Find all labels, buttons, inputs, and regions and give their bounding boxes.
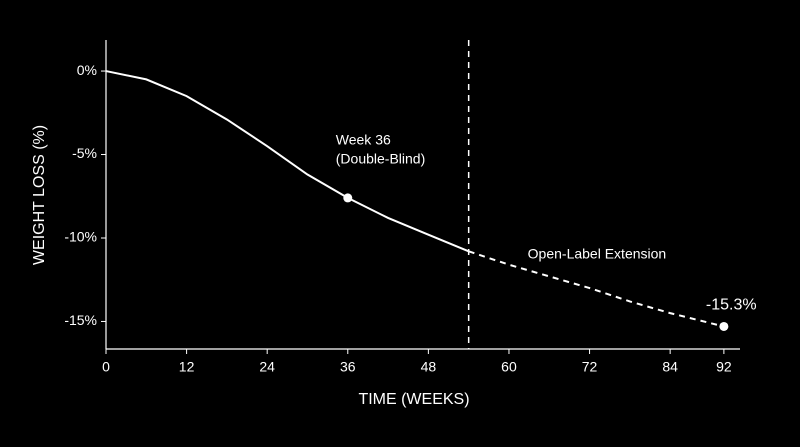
x-tick-label: 92 [716,359,732,375]
x-axis-title: TIME (WEEKS) [358,391,469,408]
x-tick-label: 12 [179,359,195,375]
point-label: -15.3% [706,297,757,314]
x-tick-label: 84 [662,359,678,375]
phase-label: Open-Label Extension [528,245,667,261]
highlight-point [719,321,729,331]
x-tick-label: 24 [259,359,275,375]
line-series [105,70,470,253]
y-tick-label: -5% [72,145,97,161]
line-series [468,250,725,328]
y-tick-label: -15% [64,312,97,328]
point-label: (Double-Blind) [336,151,425,167]
x-tick-label: 72 [582,359,598,375]
x-tick-label: 48 [421,359,437,375]
highlight-point [343,193,353,203]
x-tick-label: 60 [501,359,517,375]
x-tick-label: 0 [102,359,110,375]
y-axis-title: WEIGHT LOSS (%) [31,125,48,265]
y-tick-label: 0% [77,62,97,78]
y-tick-label: -10% [64,229,97,245]
point-label: Week 36 [336,132,391,148]
x-tick-label: 36 [340,359,356,375]
